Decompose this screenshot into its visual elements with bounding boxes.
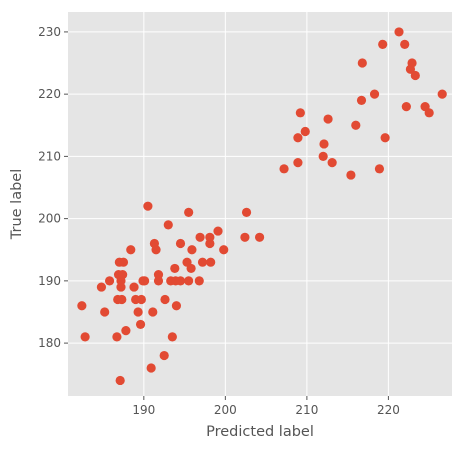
data-point (153, 270, 164, 280)
data-point (400, 39, 410, 49)
data-point (118, 270, 128, 280)
data-point (112, 332, 122, 342)
x-tick-label: 200 (214, 403, 237, 417)
data-point (104, 276, 115, 286)
data-point (351, 120, 361, 130)
y-tick-label: 210 (38, 149, 61, 163)
data-point (295, 108, 305, 118)
x-axis-ticks: 190 200 210 220 (132, 396, 400, 417)
data-point (424, 108, 434, 118)
data-point (374, 164, 385, 174)
data-point (323, 114, 333, 124)
data-point (186, 263, 196, 274)
y-axis-label: True label (9, 169, 25, 240)
data-point (167, 332, 177, 342)
y-tick-label: 230 (38, 25, 61, 39)
data-point (187, 245, 197, 255)
plot-area (68, 12, 452, 396)
x-tick-label: 210 (295, 403, 318, 417)
data-point (197, 257, 208, 267)
data-point (121, 326, 131, 336)
data-point (135, 319, 146, 330)
data-point (378, 39, 388, 49)
data-point (241, 207, 252, 218)
data-point (96, 282, 107, 292)
data-point (300, 126, 310, 137)
data-point (136, 294, 146, 305)
data-point (160, 294, 170, 305)
data-point (380, 133, 390, 143)
data-point (80, 332, 90, 342)
data-point (175, 276, 186, 286)
data-point (410, 70, 420, 81)
data-point (279, 164, 289, 174)
data-point (318, 151, 328, 161)
data-point (170, 263, 180, 274)
data-point (254, 232, 265, 242)
y-tick-label: 180 (38, 336, 61, 350)
data-point (401, 101, 411, 112)
gridlines (68, 12, 452, 396)
data-point (357, 58, 367, 68)
data-point (184, 207, 194, 218)
data-point (206, 257, 216, 267)
data-point (240, 232, 250, 242)
x-tick-label: 190 (132, 403, 155, 417)
x-axis-label: Predicted label (206, 424, 314, 440)
data-point (117, 294, 127, 305)
data-point (184, 276, 194, 286)
data-point (437, 89, 447, 99)
data-points (77, 27, 447, 386)
data-point (319, 139, 329, 149)
data-point (194, 276, 204, 286)
data-point (146, 363, 156, 373)
y-tick-label: 200 (38, 212, 61, 226)
data-point (175, 238, 186, 249)
data-point (118, 257, 129, 267)
data-point (356, 95, 367, 105)
data-point (407, 58, 417, 68)
data-point (163, 220, 173, 230)
y-tick-label: 190 (38, 274, 61, 288)
data-point (148, 307, 158, 317)
data-point (143, 201, 153, 211)
data-point (129, 282, 139, 292)
data-point (133, 307, 143, 317)
data-point (205, 232, 215, 242)
data-point (394, 27, 404, 37)
y-tick-label: 220 (38, 87, 61, 101)
data-point (219, 245, 229, 255)
data-point (115, 375, 125, 386)
data-point (195, 232, 205, 242)
data-point (293, 158, 303, 168)
data-point (151, 245, 161, 255)
y-axis-ticks: 180 190 200 210 220 230 (38, 25, 68, 350)
data-point (100, 307, 110, 317)
data-point (140, 276, 150, 286)
data-point (293, 133, 303, 143)
data-point (77, 301, 87, 311)
data-point (213, 226, 223, 236)
data-point (327, 158, 337, 168)
data-point (369, 89, 380, 99)
data-point (346, 170, 356, 180)
data-point (171, 301, 182, 311)
data-point (126, 245, 136, 255)
data-point (159, 350, 169, 361)
x-tick-label: 220 (377, 403, 400, 417)
